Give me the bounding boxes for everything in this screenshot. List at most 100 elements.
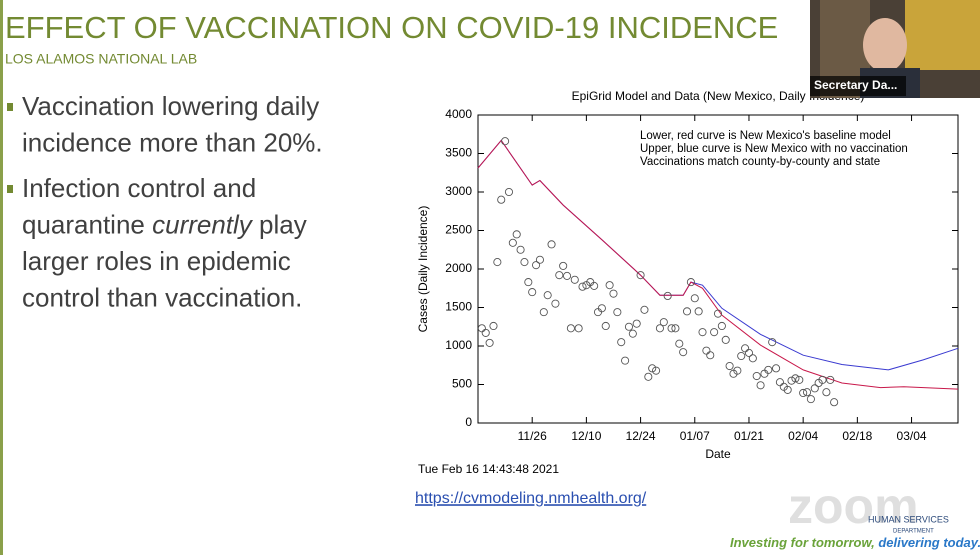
x-tick-label: 02/04 bbox=[788, 429, 818, 443]
bullet-line: incidence more than 20%. bbox=[22, 127, 323, 157]
data-point bbox=[497, 195, 506, 204]
data-point bbox=[578, 282, 587, 291]
data-point bbox=[799, 388, 808, 398]
data-point bbox=[756, 381, 765, 390]
data-point bbox=[601, 321, 610, 331]
data-point bbox=[818, 375, 827, 384]
y-tick-label: 3000 bbox=[445, 184, 472, 198]
y-tick-label: 0 bbox=[465, 415, 472, 429]
data-point bbox=[721, 335, 730, 344]
data-point bbox=[535, 255, 544, 264]
y-tick-label: 3500 bbox=[445, 146, 472, 160]
tagline: Investing for tomorrow, delivering today… bbox=[730, 535, 980, 550]
data-point bbox=[489, 321, 498, 331]
data-point bbox=[632, 319, 641, 328]
data-point bbox=[624, 322, 634, 331]
data-point bbox=[659, 318, 668, 327]
y-tick-label: 1000 bbox=[445, 338, 472, 352]
data-point bbox=[830, 398, 839, 407]
data-point bbox=[667, 324, 676, 333]
y-tick-label: 2000 bbox=[445, 261, 472, 275]
data-point bbox=[520, 258, 529, 267]
data-point bbox=[524, 278, 533, 287]
data-point bbox=[802, 388, 812, 397]
tagline-2: delivering today. bbox=[878, 535, 980, 550]
data-point bbox=[694, 307, 703, 316]
bullet-line: quarantine currently play bbox=[22, 209, 307, 239]
data-point bbox=[737, 351, 746, 361]
annotation: Upper, blue curve is New Mexico with no … bbox=[640, 143, 908, 155]
data-point bbox=[570, 275, 579, 284]
data-point bbox=[628, 329, 637, 338]
data-point bbox=[528, 288, 537, 297]
data-point bbox=[748, 354, 757, 363]
data-point bbox=[791, 374, 800, 383]
data-point bbox=[501, 137, 510, 146]
bullet-line: larger roles in epidemic bbox=[22, 246, 291, 276]
data-point bbox=[543, 291, 552, 300]
data-point bbox=[822, 388, 831, 397]
data-point bbox=[768, 338, 777, 347]
x-tick-label: 11/26 bbox=[518, 429, 547, 443]
data-point bbox=[710, 328, 719, 337]
data-point bbox=[787, 376, 796, 385]
bullet-marker bbox=[7, 185, 13, 193]
bullet-line: control than vaccination. bbox=[22, 282, 302, 312]
data-point bbox=[613, 308, 622, 317]
y-axis-label: Cases (Daily Incidence) bbox=[416, 206, 430, 333]
org-sub: DEPARTMENT bbox=[893, 529, 934, 535]
data-point bbox=[590, 281, 599, 290]
name-tag-bg bbox=[810, 76, 906, 96]
bullet-text: Vaccination lowering daily bbox=[22, 91, 319, 121]
data-point bbox=[713, 309, 723, 318]
data-point bbox=[640, 305, 649, 314]
data-point bbox=[733, 366, 742, 375]
data-point bbox=[636, 271, 645, 280]
x-tick-label: 12/24 bbox=[626, 429, 656, 443]
data-point bbox=[597, 304, 606, 313]
y-tick-label: 4000 bbox=[445, 107, 472, 121]
data-point bbox=[675, 339, 684, 348]
data-point bbox=[706, 351, 715, 360]
slide-edge bbox=[0, 0, 3, 555]
bullets: Vaccination lowering daily incidence more… bbox=[7, 91, 323, 312]
data-point bbox=[551, 299, 560, 308]
data-point bbox=[485, 338, 494, 347]
chart: EpiGrid Model and Data (New Mexico, Dail… bbox=[416, 89, 959, 461]
link[interactable]: https://cvmodeling.nmhealth.org/ bbox=[415, 490, 647, 507]
data-point bbox=[725, 361, 734, 371]
data-point bbox=[493, 258, 502, 267]
x-tick-label: 03/04 bbox=[897, 429, 927, 443]
data-point bbox=[795, 375, 804, 384]
data-point bbox=[562, 271, 572, 280]
y-tick-label: 500 bbox=[452, 377, 472, 391]
data-point bbox=[512, 230, 521, 239]
bullet-line: Infection control and bbox=[22, 173, 256, 203]
data-point bbox=[605, 281, 614, 290]
data-point bbox=[547, 240, 556, 249]
data-point bbox=[539, 308, 548, 317]
model-curve bbox=[477, 139, 959, 390]
data-point bbox=[690, 294, 699, 303]
data-point bbox=[555, 271, 564, 280]
data-point bbox=[574, 324, 583, 333]
data-point bbox=[644, 372, 653, 381]
data-point bbox=[686, 278, 695, 287]
slide-title: EFFECT OF VACCINATION ON COVID-19 INCIDE… bbox=[5, 10, 778, 45]
x-axis-label: Date bbox=[705, 447, 731, 461]
x-tick-label: 12/10 bbox=[571, 429, 601, 443]
bullet-text: quarantine bbox=[22, 209, 152, 239]
bullet-text: control than vaccination. bbox=[22, 282, 302, 312]
y-tick-label: 1500 bbox=[445, 300, 472, 314]
data-point bbox=[617, 338, 626, 347]
data-point bbox=[764, 365, 773, 374]
data-point bbox=[504, 187, 514, 197]
data-point bbox=[655, 324, 664, 333]
data-point bbox=[609, 289, 618, 298]
data-point bbox=[508, 238, 517, 247]
bullet-text: play bbox=[252, 209, 307, 239]
x-tick-label: 01/07 bbox=[680, 429, 710, 443]
data-point bbox=[566, 324, 575, 333]
